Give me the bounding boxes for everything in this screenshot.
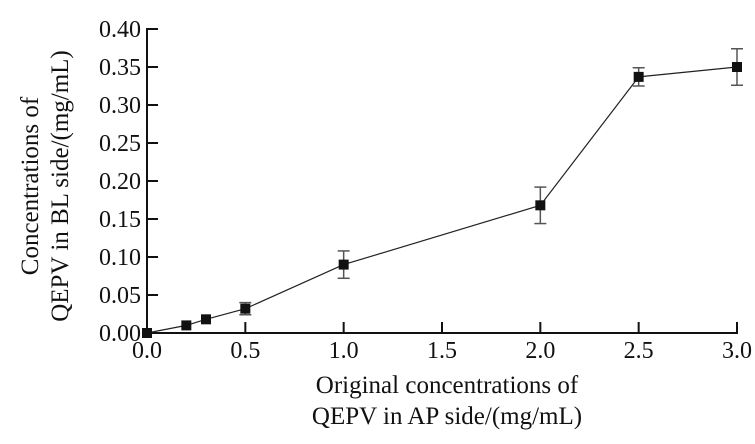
data-point xyxy=(181,320,192,331)
y-axis-label-line-2: QEPV in BL side/(mg/mL) xyxy=(47,50,74,322)
y-tick-label: 0.30 xyxy=(99,93,141,119)
y-tick-label: 0.20 xyxy=(99,169,141,195)
x-tick-label: 1.5 xyxy=(427,338,457,364)
series-line xyxy=(146,66,738,334)
y-tick-label: 0.40 xyxy=(99,17,141,43)
data-point xyxy=(240,303,251,314)
data-point xyxy=(338,259,349,270)
x-tick-label: 3.0 xyxy=(722,338,752,364)
data-point xyxy=(535,200,546,211)
x-tick-label: 2.5 xyxy=(624,338,654,364)
y-tick-label: 0.35 xyxy=(99,55,141,81)
y-tick-label: 0.10 xyxy=(99,245,141,271)
data-point xyxy=(633,71,644,82)
data-marks xyxy=(142,48,743,338)
y-tick-label: 0.15 xyxy=(99,207,141,233)
data-point xyxy=(201,314,211,325)
data-point xyxy=(142,328,152,338)
x-axis-label-line-1: Original concentrations of xyxy=(316,372,579,399)
x-axis-label-line-2: QEPV in AP side/(mg/mL) xyxy=(312,403,582,430)
y-tick-label: 0.05 xyxy=(99,283,141,309)
x-tick-label: 2.0 xyxy=(525,338,555,364)
x-tick-label: 0.0 xyxy=(132,338,162,364)
x-tick-label: 0.5 xyxy=(230,338,260,364)
y-tick-label: 0.25 xyxy=(99,131,141,157)
axes: 0.0 0.5 1.0 1.5 2.0 2.5 3.0 0.00 0.05 0.10 0.15 0.2… xyxy=(99,17,752,364)
y-axis-label-line-1: Concentrations of xyxy=(17,96,44,275)
data-point xyxy=(732,62,742,72)
y-tick-label: 0.00 xyxy=(99,321,141,347)
x-tick-label: 1.0 xyxy=(329,338,359,364)
